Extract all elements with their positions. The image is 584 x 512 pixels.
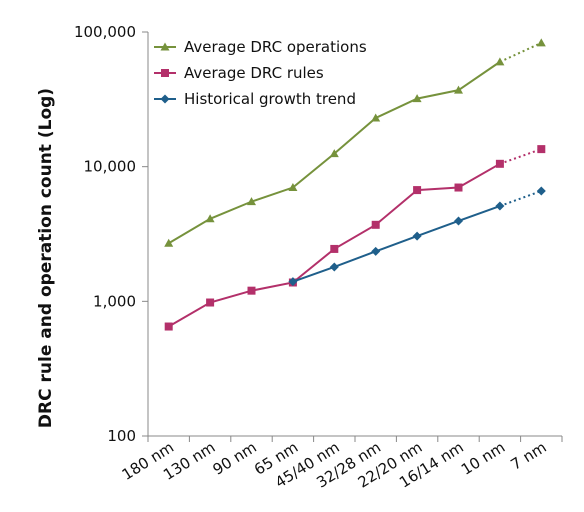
series-projection-line <box>499 190 542 207</box>
data-point <box>536 186 546 196</box>
legend-label: Historical growth trend <box>184 90 356 108</box>
legend-item: Average DRC operations <box>154 38 367 56</box>
series-group <box>164 38 546 331</box>
legend-marker <box>161 69 169 77</box>
legend-item: Historical growth trend <box>154 90 356 108</box>
legend-marker <box>160 42 170 51</box>
data-point <box>329 262 339 272</box>
y-tick-label: 10,000 <box>84 158 137 176</box>
series-projection-line <box>499 148 542 165</box>
data-point <box>330 244 339 253</box>
data-point <box>412 231 422 241</box>
x-tick-label: 10 nm <box>458 438 508 479</box>
data-point <box>454 183 463 192</box>
data-point <box>495 159 504 168</box>
data-point <box>537 145 546 154</box>
legend-label: Average DRC rules <box>184 64 324 82</box>
series-1 <box>164 38 546 247</box>
data-point <box>536 38 546 47</box>
y-tick-label: 100 <box>107 427 136 445</box>
data-point <box>164 322 173 331</box>
data-point <box>371 246 381 256</box>
data-point <box>288 183 298 192</box>
data-point <box>288 277 298 287</box>
data-point <box>454 216 463 226</box>
data-point <box>413 186 422 195</box>
y-tick-label: 100,000 <box>74 23 136 41</box>
legend-item: Average DRC rules <box>154 64 324 82</box>
data-point <box>247 197 256 206</box>
legend: Average DRC operations Average DRC rules H… <box>154 38 367 108</box>
data-point <box>371 220 380 229</box>
y-ticks: 100 1,000 10,000 100,000 <box>74 23 148 445</box>
data-point <box>206 298 215 307</box>
data-point <box>164 238 174 247</box>
data-point <box>371 113 381 122</box>
data-point <box>495 57 505 66</box>
legend-marker <box>160 94 170 104</box>
data-point <box>205 214 215 223</box>
y-axis-label: DRC rule and operation count (Log) <box>36 88 56 428</box>
series-line <box>292 205 501 283</box>
series-3 <box>288 186 546 287</box>
series-2 <box>164 145 546 331</box>
data-point <box>412 94 422 103</box>
data-point <box>454 85 463 94</box>
x-tick-label: 90 nm <box>210 438 260 479</box>
x-tick-label: 7 nm <box>507 438 549 474</box>
data-point <box>247 286 256 295</box>
series-projection-line <box>499 41 542 63</box>
data-point <box>495 201 505 211</box>
y-tick-label: 1,000 <box>93 292 136 310</box>
legend-label: Average DRC operations <box>184 38 367 56</box>
data-point <box>329 149 339 158</box>
